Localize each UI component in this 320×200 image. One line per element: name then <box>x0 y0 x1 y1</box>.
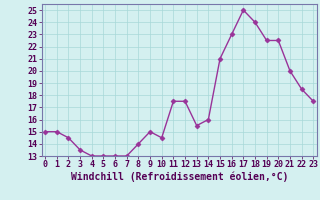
X-axis label: Windchill (Refroidissement éolien,°C): Windchill (Refroidissement éolien,°C) <box>70 172 288 182</box>
